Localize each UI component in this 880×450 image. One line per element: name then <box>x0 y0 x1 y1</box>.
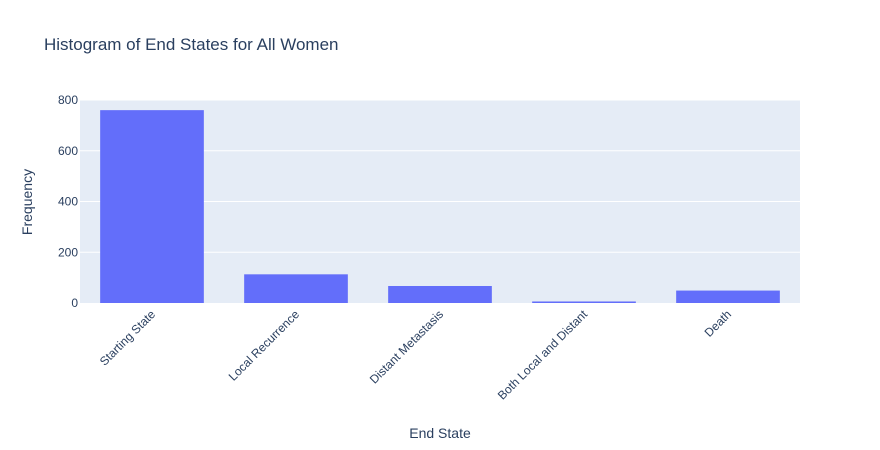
bar-starting-state[interactable] <box>100 110 204 304</box>
x-tick-label: Death <box>702 307 735 340</box>
x-axis-title: End State <box>409 425 471 441</box>
bar-both-local-and-distant[interactable] <box>532 301 636 303</box>
x-tick-label: Distant Metastasis <box>367 307 446 386</box>
x-tick-label: Both Local and Distant <box>495 307 591 403</box>
y-tick-label: 600 <box>58 144 78 158</box>
bar-death[interactable] <box>676 290 780 303</box>
bars <box>100 110 780 304</box>
x-tick-label: Starting State <box>97 307 159 369</box>
chart-title: Histogram of End States for All Women <box>44 35 338 54</box>
bar-distant-metastasis[interactable] <box>388 285 492 303</box>
y-tick-label: 400 <box>58 195 78 209</box>
y-tick-label: 800 <box>58 93 78 107</box>
y-axis-title: Frequency <box>19 169 35 235</box>
bar-local-recurrence[interactable] <box>244 274 348 303</box>
y-tick-label: 200 <box>58 245 78 259</box>
y-tick-label: 0 <box>71 296 78 310</box>
x-axis-ticks: Starting State Local Recurrence Distant Me… <box>97 307 734 403</box>
y-axis-ticks: 0 200 400 600 800 <box>58 93 78 310</box>
x-tick-label: Local Recurrence <box>226 307 303 384</box>
